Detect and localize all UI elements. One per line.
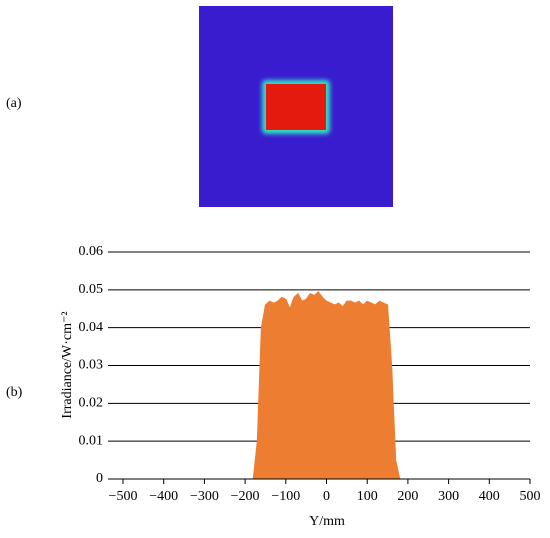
x-tick-label: −300 [190, 489, 219, 504]
x-tick-label: −500 [109, 489, 138, 504]
x-tick-label: −100 [271, 489, 300, 504]
panel-label: (b) [6, 385, 23, 400]
x-tick-label: 500 [520, 489, 541, 504]
x-tick-label: 0 [323, 489, 330, 504]
y-axis-title: Irradiance/W·cm⁻² [60, 311, 75, 418]
y-tick-label: 0 [96, 471, 103, 486]
x-tick-label: 300 [438, 489, 459, 504]
area [252, 290, 401, 480]
panel-label: (a) [6, 96, 22, 111]
x-tick-label: 400 [479, 489, 500, 504]
y-tick-label: 0.05 [79, 282, 104, 297]
x-tick-label: −200 [231, 489, 260, 504]
y-tick-label: 0.02 [79, 396, 104, 411]
x-tick-label: 200 [397, 489, 418, 504]
x-tick-label: 100 [357, 489, 378, 504]
y-tick-label: 0.04 [79, 320, 104, 335]
x-axis-title: Y/mm [309, 514, 345, 529]
y-tick-label: 0.06 [79, 244, 104, 259]
y-tick-label: 0.01 [79, 433, 104, 448]
y-tick-label: 0.03 [79, 358, 104, 373]
x-tick-label: −400 [149, 489, 178, 504]
map-spot [266, 84, 326, 130]
